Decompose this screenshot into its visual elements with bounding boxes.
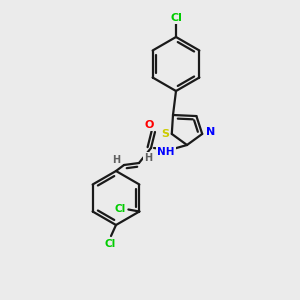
Text: Cl: Cl <box>170 13 182 23</box>
Text: NH: NH <box>157 147 175 157</box>
Text: H: H <box>112 155 120 165</box>
Text: O: O <box>144 120 154 130</box>
Text: S: S <box>161 129 169 139</box>
Text: N: N <box>206 127 215 137</box>
Text: Cl: Cl <box>104 239 116 249</box>
Text: Cl: Cl <box>115 205 126 214</box>
Text: H: H <box>144 153 152 163</box>
